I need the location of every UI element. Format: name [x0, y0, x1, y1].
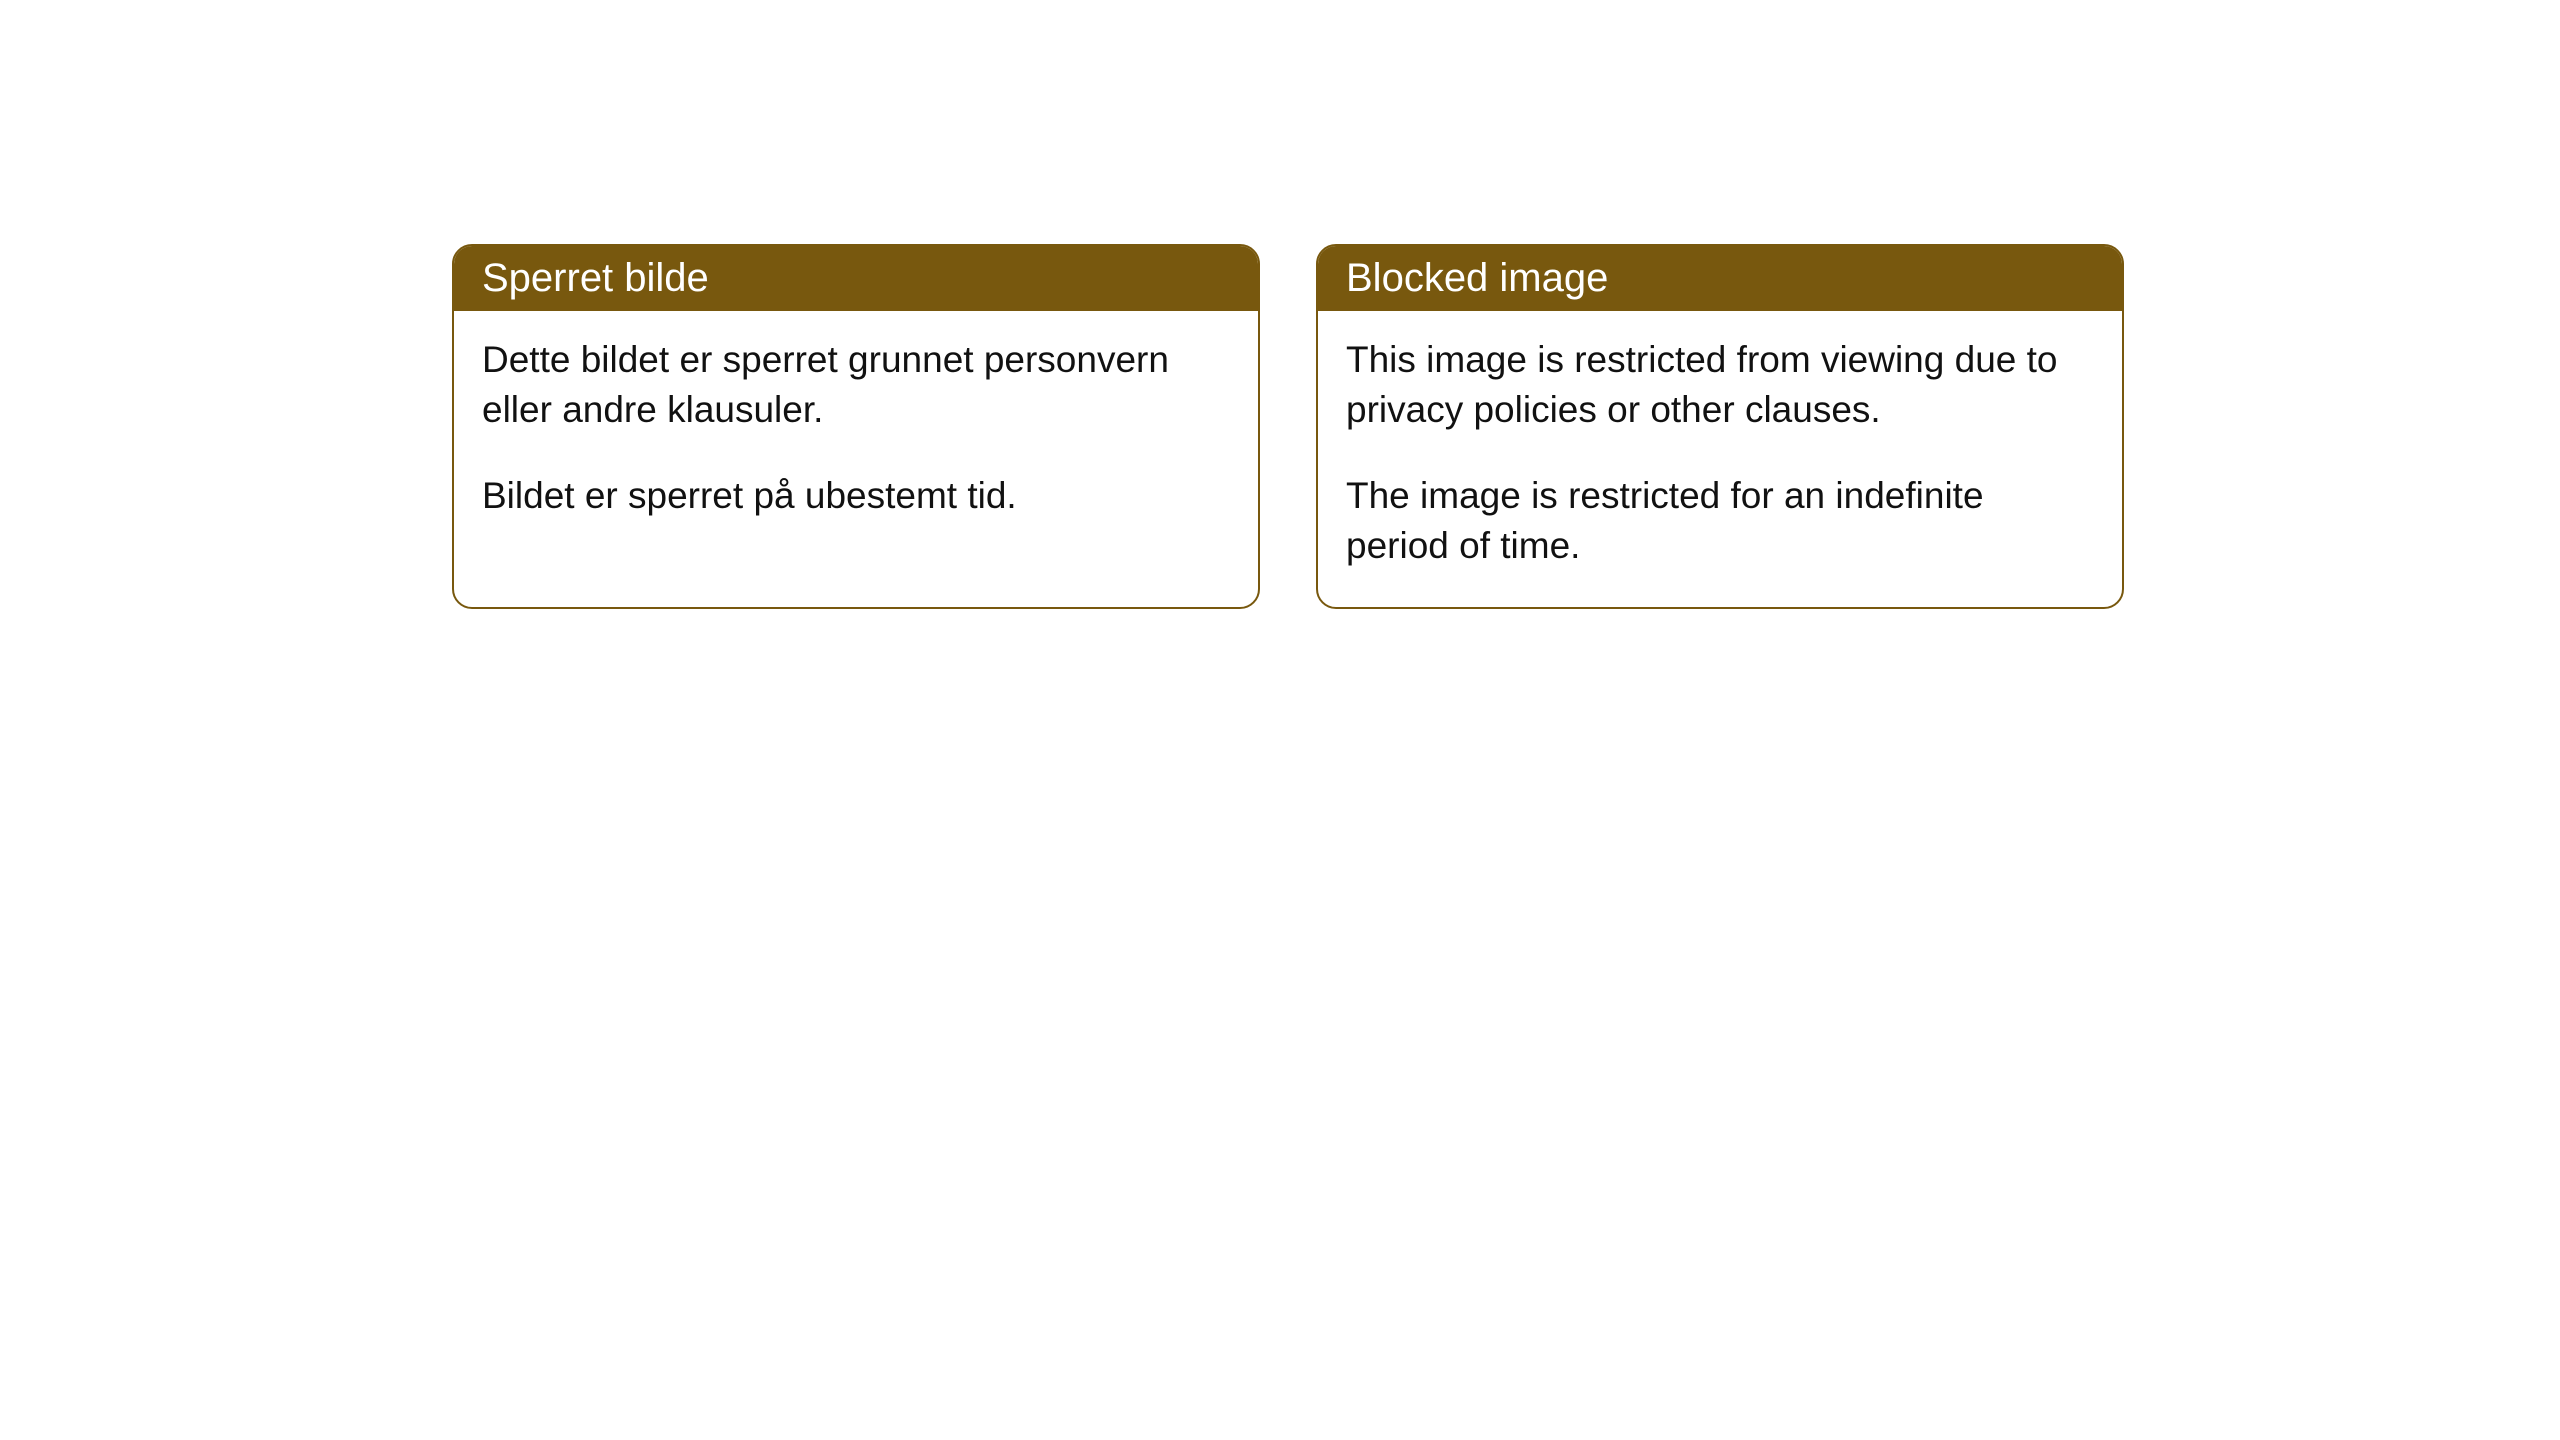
card-title-norwegian: Sperret bilde — [482, 256, 709, 300]
card-paragraph-1-norwegian: Dette bildet er sperret grunnet personve… — [482, 335, 1230, 435]
notice-cards-container: Sperret bilde Dette bildet er sperret gr… — [452, 244, 2124, 609]
blocked-image-card-english: Blocked image This image is restricted f… — [1316, 244, 2124, 609]
blocked-image-card-norwegian: Sperret bilde Dette bildet er sperret gr… — [452, 244, 1260, 609]
card-paragraph-2-english: The image is restricted for an indefinit… — [1346, 471, 2094, 571]
card-paragraph-1-english: This image is restricted from viewing du… — [1346, 335, 2094, 435]
card-paragraph-2-norwegian: Bildet er sperret på ubestemt tid. — [482, 471, 1230, 521]
card-header-english: Blocked image — [1318, 246, 2122, 311]
card-header-norwegian: Sperret bilde — [454, 246, 1258, 311]
card-body-english: This image is restricted from viewing du… — [1318, 311, 2122, 607]
card-title-english: Blocked image — [1346, 256, 1608, 300]
card-body-norwegian: Dette bildet er sperret grunnet personve… — [454, 311, 1258, 557]
